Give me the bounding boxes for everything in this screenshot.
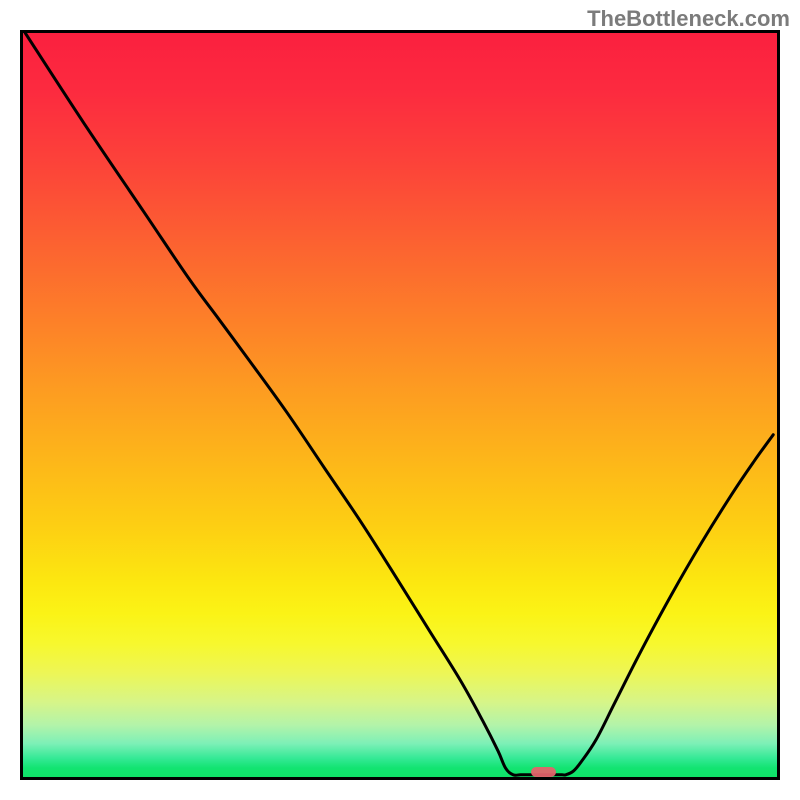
plot-frame	[20, 30, 780, 780]
chart-root: TheBottleneck.com	[0, 0, 800, 800]
optimum-marker	[531, 767, 556, 777]
watermark-text: TheBottleneck.com	[587, 6, 790, 32]
bottleneck-curve	[23, 33, 777, 777]
